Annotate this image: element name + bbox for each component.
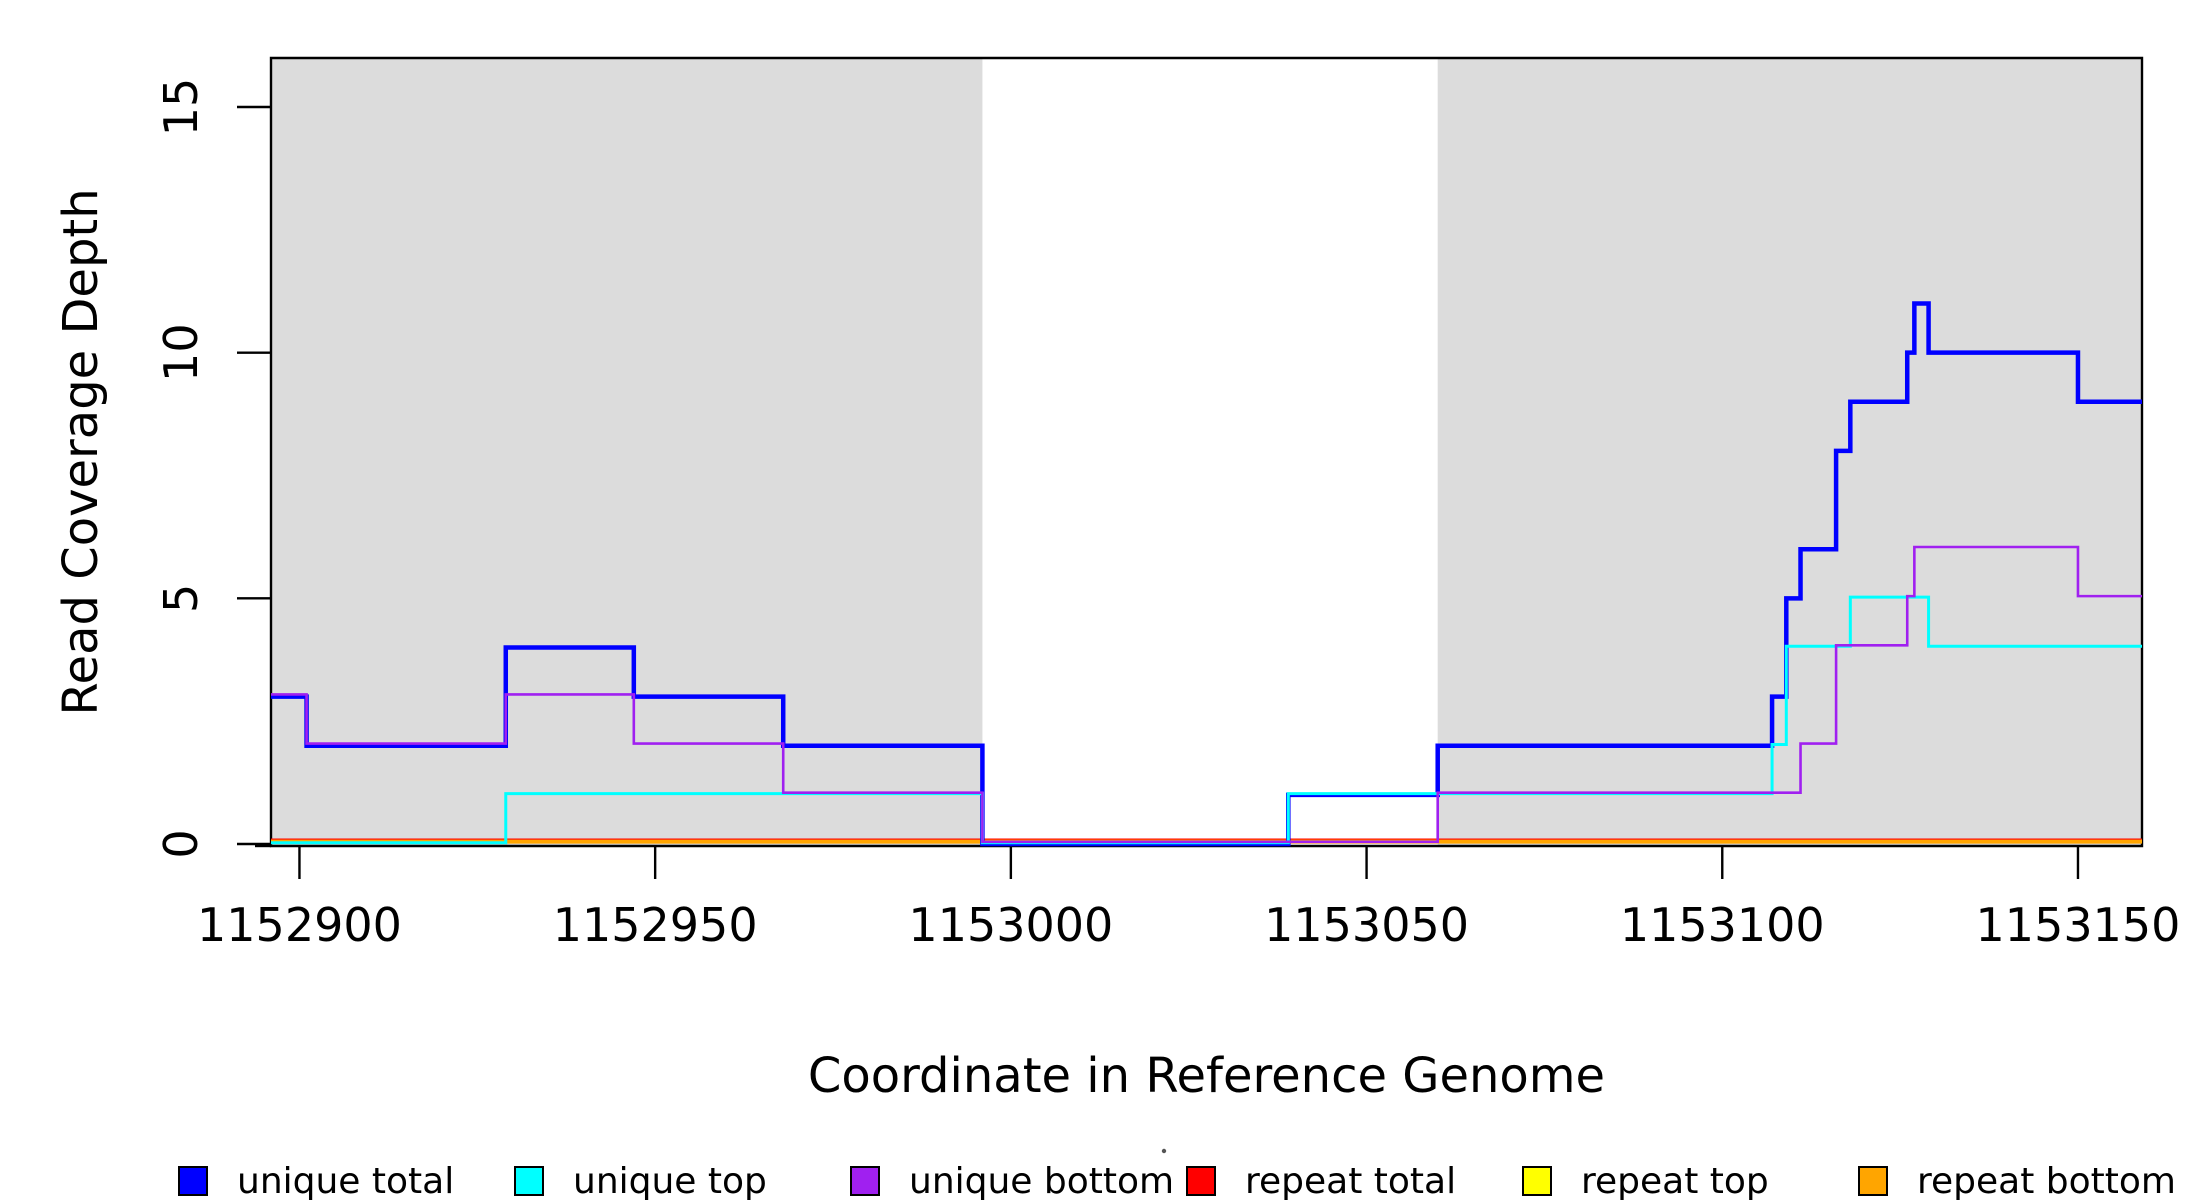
y-tick-label: 15	[154, 78, 208, 137]
x-tick-label: 1153100	[1620, 898, 1825, 952]
legend-item-repeat-bottom: repeat bottom	[1858, 1161, 2176, 1200]
legend-item-repeat-top: repeat top	[1522, 1161, 1769, 1200]
x-tick-label: 1153000	[908, 898, 1113, 952]
x-axis-title: Coordinate in Reference Genome	[808, 1048, 1605, 1104]
legend-swatch	[1186, 1166, 1216, 1196]
y-axis: 0 5 10 15	[154, 78, 270, 859]
legend-item-unique-bottom: unique bottom	[850, 1161, 1174, 1200]
legend-swatch	[850, 1166, 880, 1196]
shaded-region	[271, 59, 983, 845]
x-tick-label: 1153150	[1976, 898, 2181, 952]
legend: unique total unique top unique bottom repea…	[178, 1161, 2176, 1200]
legend-swatch	[1522, 1166, 1552, 1196]
x-tick-label: 1153050	[1264, 898, 1469, 952]
shaded-region	[1437, 59, 2142, 845]
legend-swatch	[514, 1166, 544, 1196]
y-tick-label: 0	[154, 829, 208, 858]
legend-item-repeat-total: repeat total	[1186, 1161, 1456, 1200]
x-tick-label: 1152900	[197, 898, 402, 952]
legend-label: unique top	[573, 1161, 767, 1200]
stray-dot	[1161, 1148, 1167, 1154]
legend-label: repeat total	[1245, 1161, 1456, 1200]
series-unique-bottom	[271, 545, 2142, 844]
legend-label: repeat top	[1581, 1161, 1769, 1200]
y-tick-label: 10	[154, 323, 208, 382]
x-axis: 1152900 1152950 1153000 1153050 1153100 11531…	[197, 847, 2180, 952]
y-tick-label: 5	[154, 584, 208, 613]
legend-label: unique bottom	[909, 1161, 1174, 1200]
legend-swatch	[1858, 1166, 1888, 1196]
plot-box	[269, 56, 2144, 848]
x-tick-label: 1152950	[553, 898, 758, 952]
legend-label: repeat bottom	[1917, 1161, 2176, 1200]
series-unique-top	[271, 595, 2142, 845]
series-unique-total	[271, 301, 2142, 847]
y-axis-title: Read Coverage Depth	[53, 188, 109, 715]
legend-swatch	[178, 1166, 208, 1196]
legend-item-unique-total: unique total	[178, 1161, 454, 1200]
legend-label: unique total	[237, 1161, 454, 1200]
legend-item-unique-top: unique top	[514, 1161, 767, 1200]
